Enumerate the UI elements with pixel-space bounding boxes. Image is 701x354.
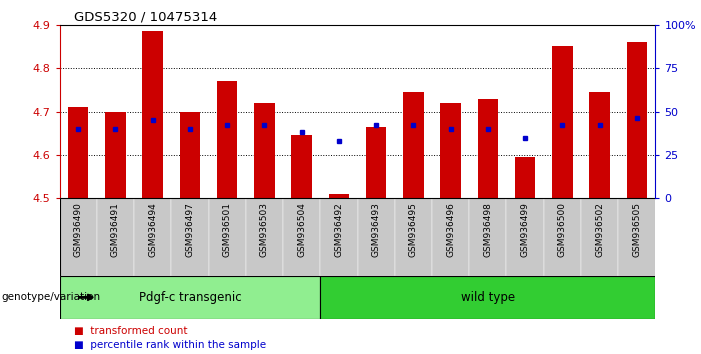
Text: ■  percentile rank within the sample: ■ percentile rank within the sample	[74, 340, 266, 350]
Text: GSM936493: GSM936493	[372, 202, 381, 257]
Bar	[105, 112, 125, 198]
Bar	[320, 198, 358, 276]
Bar	[403, 92, 423, 198]
Text: GSM936505: GSM936505	[632, 202, 641, 257]
Bar	[581, 198, 618, 276]
Bar	[171, 198, 209, 276]
Bar	[60, 198, 97, 276]
Text: GSM936499: GSM936499	[521, 202, 529, 257]
Text: GDS5320 / 10475314: GDS5320 / 10475314	[74, 11, 217, 24]
Bar	[358, 198, 395, 276]
Bar	[320, 276, 655, 319]
Bar	[68, 107, 88, 198]
Bar	[292, 135, 312, 198]
Bar	[283, 198, 320, 276]
Text: GSM936503: GSM936503	[260, 202, 269, 257]
Bar	[440, 103, 461, 198]
Bar	[366, 127, 386, 198]
Text: GSM936492: GSM936492	[334, 202, 343, 257]
Bar	[60, 276, 320, 319]
Bar	[254, 103, 275, 198]
Text: GSM936501: GSM936501	[223, 202, 231, 257]
Text: Pdgf-c transgenic: Pdgf-c transgenic	[139, 291, 241, 304]
Bar	[506, 198, 544, 276]
Text: GSM936504: GSM936504	[297, 202, 306, 257]
Bar	[217, 81, 238, 198]
Bar	[97, 198, 134, 276]
Bar	[209, 198, 246, 276]
Bar	[179, 112, 200, 198]
Text: GSM936498: GSM936498	[484, 202, 492, 257]
Bar	[134, 198, 171, 276]
Bar	[515, 157, 536, 198]
Bar	[142, 31, 163, 198]
Text: GSM936497: GSM936497	[186, 202, 194, 257]
Text: genotype/variation: genotype/variation	[1, 292, 100, 302]
Bar	[627, 42, 647, 198]
Bar	[477, 98, 498, 198]
Text: wild type: wild type	[461, 291, 515, 304]
Text: GSM936490: GSM936490	[74, 202, 83, 257]
Text: GSM936502: GSM936502	[595, 202, 604, 257]
Text: GSM936496: GSM936496	[446, 202, 455, 257]
Text: GSM936495: GSM936495	[409, 202, 418, 257]
Bar	[432, 198, 469, 276]
Bar	[395, 198, 432, 276]
Bar	[590, 92, 610, 198]
Text: ■  transformed count: ■ transformed count	[74, 326, 187, 336]
Text: GSM936494: GSM936494	[148, 202, 157, 257]
Text: GSM936491: GSM936491	[111, 202, 120, 257]
Bar	[469, 198, 506, 276]
Bar	[246, 198, 283, 276]
Text: GSM936500: GSM936500	[558, 202, 567, 257]
Bar	[544, 198, 581, 276]
Bar	[618, 198, 655, 276]
Bar	[552, 46, 573, 198]
Bar	[329, 194, 349, 198]
